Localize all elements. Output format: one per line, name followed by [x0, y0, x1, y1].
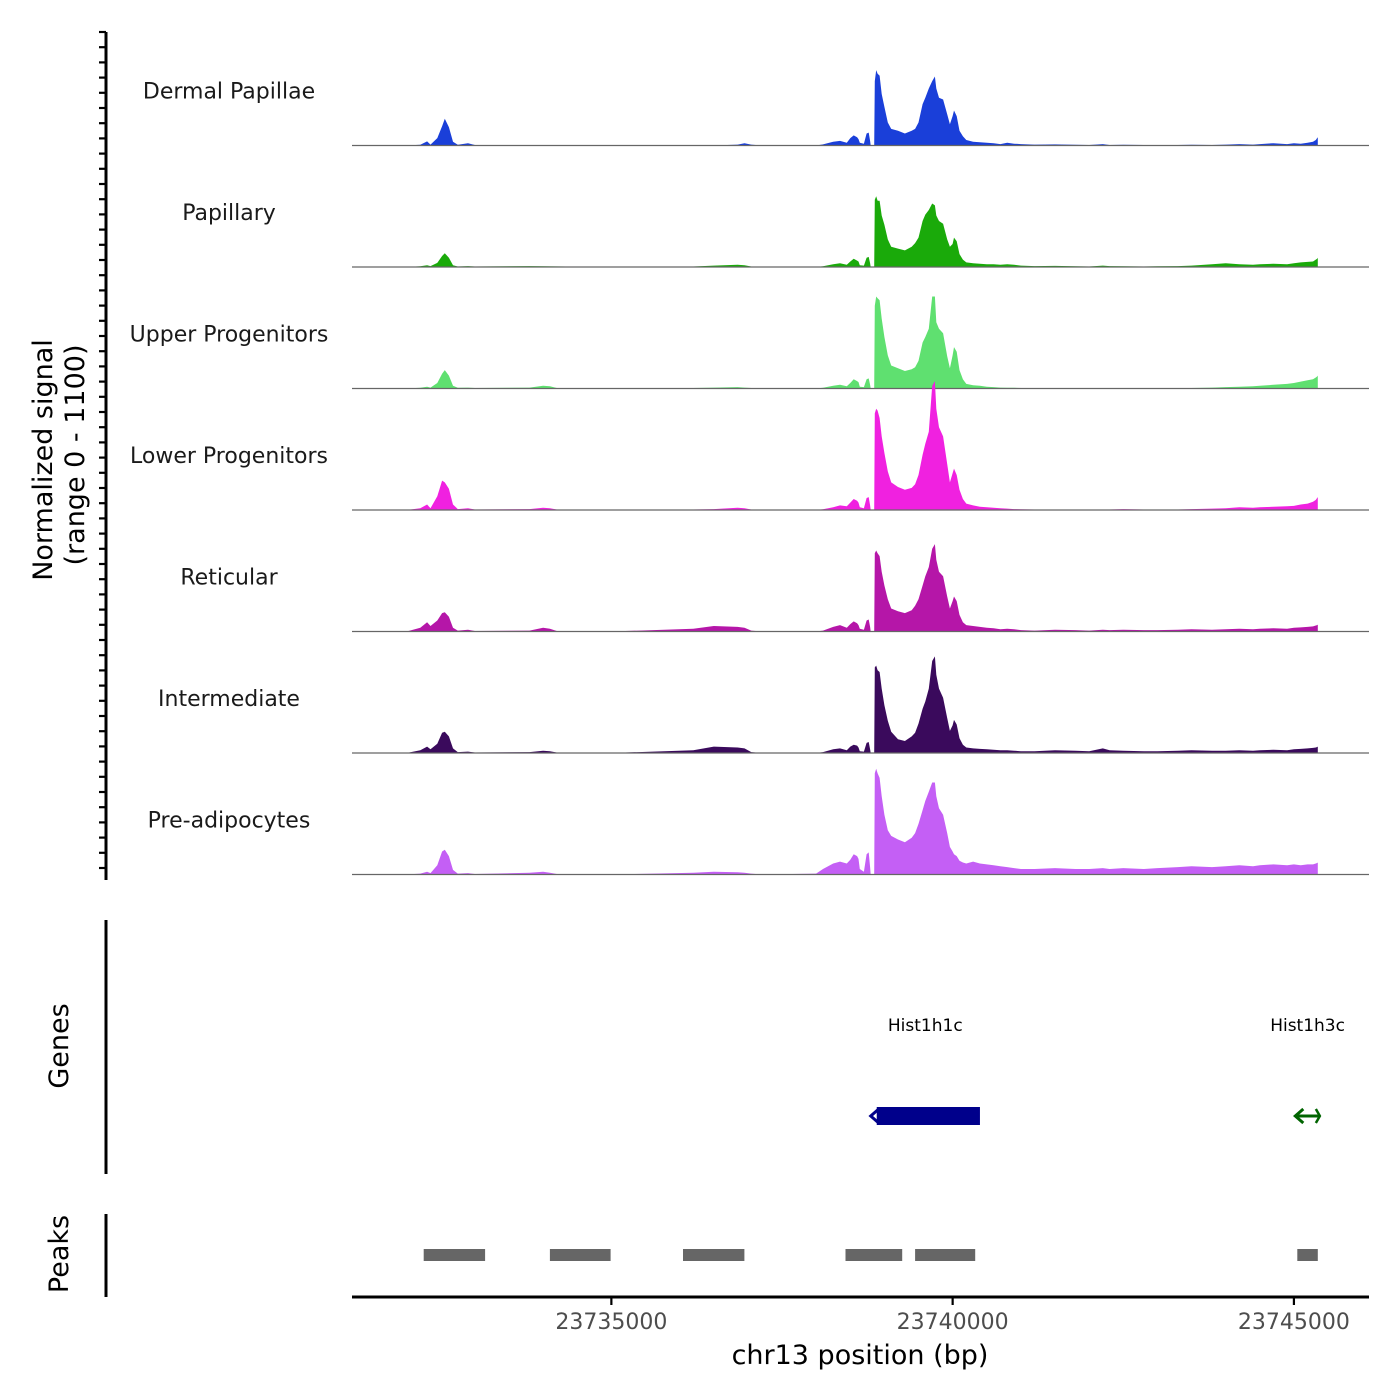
peak-bar [423, 1249, 486, 1261]
peak-regions [423, 1249, 1318, 1261]
y-axis-title-line1: Normalized signal [28, 339, 59, 581]
gene-annotations: Hist1h1c Hist1h3c [868, 1016, 1345, 1125]
peak-bar [549, 1249, 611, 1261]
x-axis-title: chr13 position (bp) [732, 1340, 989, 1371]
signal-area-reticular [352, 544, 1318, 632]
signal-area-intermediate [352, 656, 1318, 753]
signal-area-dermal-papillae [352, 70, 1318, 146]
peak-bar [683, 1249, 745, 1261]
x-tick-label: 23735000 [555, 1310, 667, 1335]
track-label-intermediate: Intermediate [158, 687, 300, 712]
gene-label-hist1h3c: Hist1h3c [1270, 1016, 1345, 1036]
peak-bar [915, 1249, 976, 1261]
track-label-lower-progenitors: Lower Progenitors [130, 444, 328, 469]
signal-area-pre-adipocytes [352, 768, 1318, 875]
signal-area-lower-progenitors [352, 381, 1318, 510]
gene-end-cap-hist1h3c [1314, 1108, 1322, 1124]
gene-strand-arrow-hist1h1c [868, 1107, 880, 1125]
gene-body-hist1h1c [876, 1107, 980, 1125]
y-axis-title-line2: (range 0 - 1100) [60, 345, 91, 566]
gene-label-hist1h1c: Hist1h1c [888, 1016, 963, 1036]
x-axis-ticks: 23735000 23740000 23745000 [555, 1297, 1350, 1335]
gene-strand-arrow-hist1h3c [1293, 1107, 1305, 1125]
track-label-papillary: Papillary [182, 201, 276, 226]
peak-bar [1297, 1249, 1318, 1261]
track-label-pre-adipocytes: Pre-adipocytes [148, 809, 311, 834]
signal-area-upper-progenitors [352, 296, 1318, 389]
genes-panel-label: Genes [44, 1003, 75, 1088]
x-tick-label: 23745000 [1238, 1310, 1350, 1335]
peak-bar [845, 1249, 903, 1261]
x-tick-label: 23740000 [897, 1310, 1009, 1335]
signal-tracks [352, 70, 1369, 876]
track-labels: Dermal Papillae Papillary Upper Progenitor… [130, 80, 329, 834]
gene-hist1h1c: Hist1h1c [868, 1016, 980, 1125]
track-label-reticular: Reticular [180, 566, 278, 591]
track-label-dermal-papillae: Dermal Papillae [143, 80, 315, 105]
signal-area-papillary [352, 196, 1318, 267]
peaks-panel-label: Peaks [44, 1215, 75, 1293]
signal-y-axis-ticks [99, 30, 106, 870]
gene-hist1h3c: Hist1h3c [1270, 1016, 1345, 1125]
track-label-upper-progenitors: Upper Progenitors [130, 323, 329, 348]
